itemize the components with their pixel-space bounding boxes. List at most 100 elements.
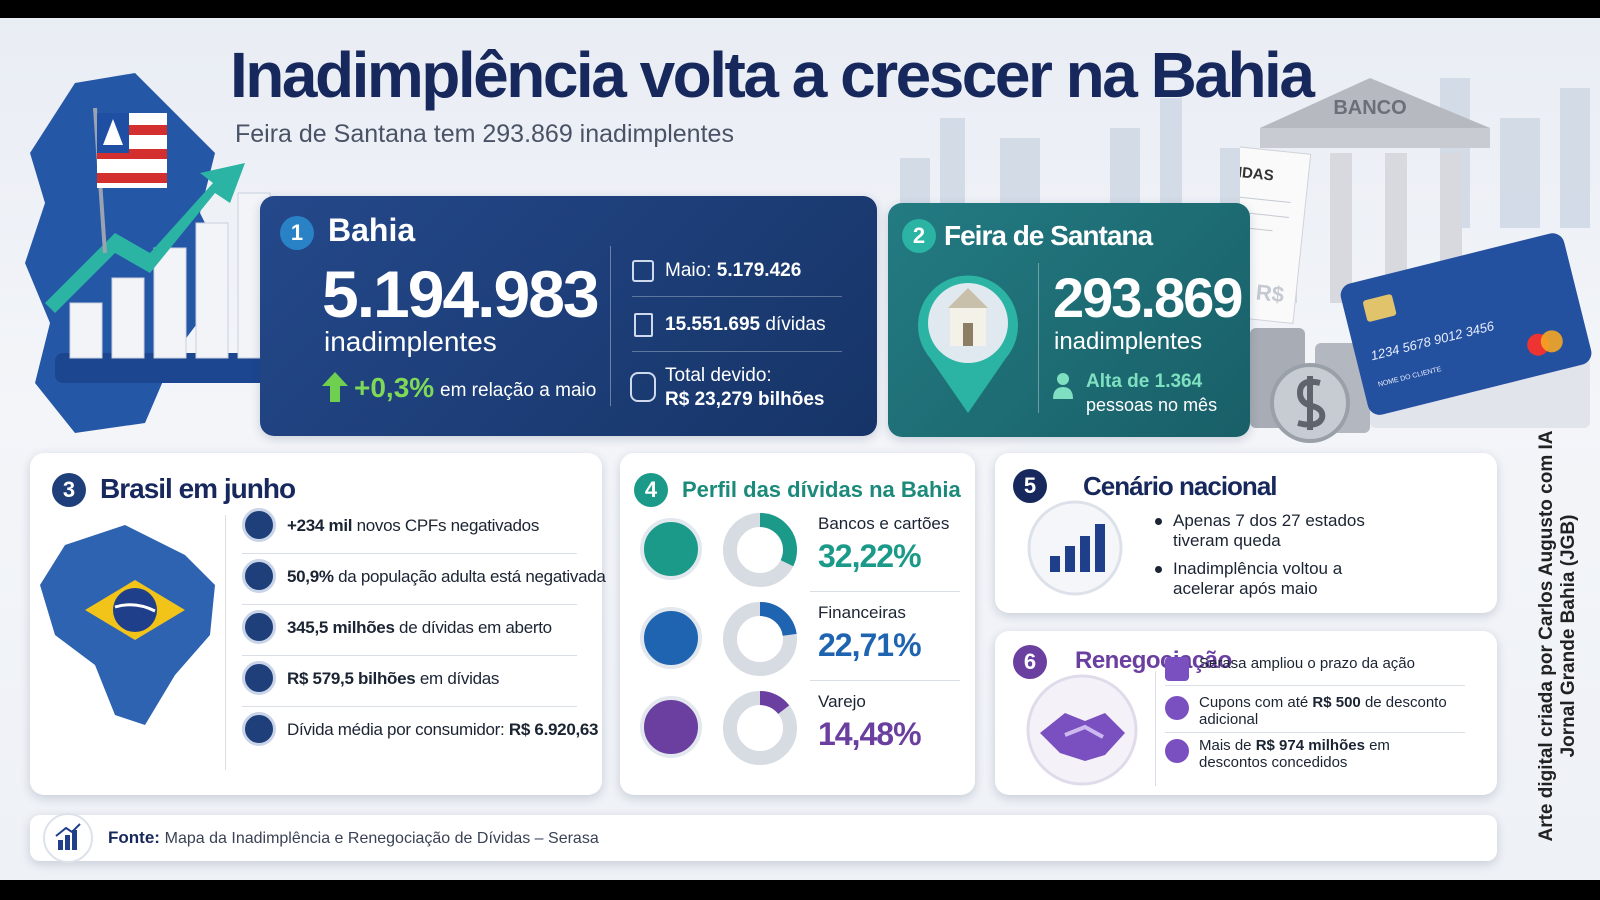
badge: 3	[52, 473, 86, 507]
total: 5.194.983	[322, 257, 600, 331]
change: +0,3%	[354, 372, 435, 403]
separator	[1165, 732, 1465, 733]
rect-shape	[195, 222, 229, 359]
item-part: 50,9%	[287, 567, 334, 586]
item-part: Mais de	[1199, 737, 1252, 754]
card-title: Bahia	[328, 212, 416, 248]
item-part: da população adulta está negativada	[338, 567, 606, 586]
credit: Arte digital criada por Carlos Augusto c…	[1536, 416, 1580, 856]
separator	[1165, 685, 1465, 686]
bullet-text: Inadimplência voltou a acelerar após mai…	[1173, 559, 1343, 598]
line-shape	[1240, 221, 1273, 232]
brasil-card: 3 Brasil em junho +234 mil novos CPFs ne…	[30, 453, 606, 795]
category-value: 14,48%	[818, 716, 922, 752]
donut-arc	[723, 513, 797, 587]
line-shape	[1240, 191, 1291, 204]
item-part: de dívidas em aberto	[399, 618, 552, 637]
item-text: Serasa ampliou o prazo da ação	[1199, 655, 1459, 672]
item-part: novos CPFs negativados	[356, 516, 540, 535]
bars	[69, 192, 271, 359]
stat-value: 5.179.426	[716, 260, 802, 281]
item-part: 345,5 milhões	[287, 618, 395, 637]
circle-shape	[1540, 330, 1563, 353]
badge: 1	[280, 216, 314, 250]
title: Inadimplência volta a crescer na Bahia	[230, 39, 1315, 111]
item-text: 345,5 milhões de dívidas em aberto	[287, 618, 552, 638]
item-text: +234 mil novos CPFs negativados	[287, 516, 539, 536]
bahia-card: 1 Bahia 5.194.983 inadimplentes +0,3% em…	[260, 196, 877, 436]
circle-shape	[1057, 373, 1069, 385]
rect-shape	[963, 323, 973, 346]
credit-line: Arte digital criada por Carlos Augusto c…	[1536, 430, 1557, 842]
item-text: 50,9% da população adulta está negativad…	[287, 567, 606, 587]
card-title: Perfil das dívidas na Bahia	[682, 477, 961, 502]
document-icon	[634, 313, 653, 337]
coins-icon	[630, 372, 656, 402]
item-text: R$ 579,5 bilhões em dívidas	[287, 669, 499, 689]
change: Alta de 1.364	[1086, 371, 1203, 392]
g-shape	[1240, 191, 1291, 232]
rect-shape	[153, 247, 187, 359]
donut	[723, 602, 797, 676]
separator	[632, 351, 842, 352]
badge: 4	[634, 473, 668, 507]
person-icon	[1053, 373, 1073, 399]
separator	[810, 591, 960, 592]
credit-card: 1234 5678 9012 3456 NOME DO CLIENTE	[1340, 233, 1592, 415]
path-shape	[1040, 713, 1125, 761]
rect-shape	[58, 840, 63, 850]
total: 293.869	[1053, 266, 1243, 329]
item-icon	[1165, 739, 1189, 763]
category-name: Varejo	[818, 692, 866, 711]
debt-paper: DÍVIDAS R$	[1240, 140, 1312, 324]
stat: Maio: 5.179.426	[665, 260, 801, 282]
bank-roof	[1260, 78, 1490, 128]
donut	[723, 513, 797, 587]
flag	[97, 113, 167, 188]
rect-shape	[1385, 153, 1407, 303]
rect-shape	[111, 277, 145, 359]
donut-arc	[723, 602, 797, 676]
separator	[242, 553, 577, 554]
item-icon	[1165, 657, 1189, 681]
path-shape	[55, 823, 81, 837]
card-title: Feira de Santana	[944, 220, 1153, 251]
item-part: Serasa ampliou o prazo da ação	[1199, 655, 1415, 672]
item-text: Mais de R$ 974 milhões em descontos conc…	[1199, 737, 1459, 771]
rect-shape	[97, 149, 167, 159]
rect-shape	[1065, 546, 1075, 572]
item-part: +234 mil	[287, 516, 353, 535]
donut	[723, 691, 797, 765]
category-value: 32,22%	[818, 538, 922, 574]
category-icon	[640, 607, 702, 669]
rect-shape	[97, 125, 167, 135]
rect-shape	[1050, 556, 1060, 572]
stat: 15.551.695 dívidas	[665, 314, 826, 336]
bullet-text: Apenas 7 dos 27 estados tiveram queda	[1173, 511, 1365, 550]
stat-label: Total devido:	[665, 365, 772, 386]
rect-shape	[1500, 118, 1540, 228]
card-title: Renegociação	[1075, 647, 1232, 674]
rect-shape	[1363, 294, 1397, 322]
divider	[1155, 671, 1156, 786]
line-shape	[1240, 206, 1290, 218]
rect-shape	[1330, 153, 1352, 303]
bullet	[1155, 518, 1162, 525]
separator	[632, 296, 842, 297]
coins	[1250, 328, 1370, 443]
rect-shape	[1340, 233, 1592, 415]
bank-label: BANCO	[1333, 97, 1406, 119]
calendar-icon	[632, 260, 654, 282]
path-shape	[1296, 376, 1326, 430]
base	[55, 353, 275, 383]
separator	[242, 655, 577, 656]
footer-icon	[43, 813, 93, 863]
polygon-shape	[103, 119, 123, 145]
rect-shape	[1160, 98, 1182, 228]
divider	[225, 515, 226, 770]
source-text: Mapa da Inadimplência e Renegociação de …	[164, 830, 599, 847]
card-title: Cenário nacional	[1083, 471, 1277, 501]
handshake-icon	[1026, 674, 1138, 786]
category-name: Bancos e cartões	[818, 514, 950, 533]
